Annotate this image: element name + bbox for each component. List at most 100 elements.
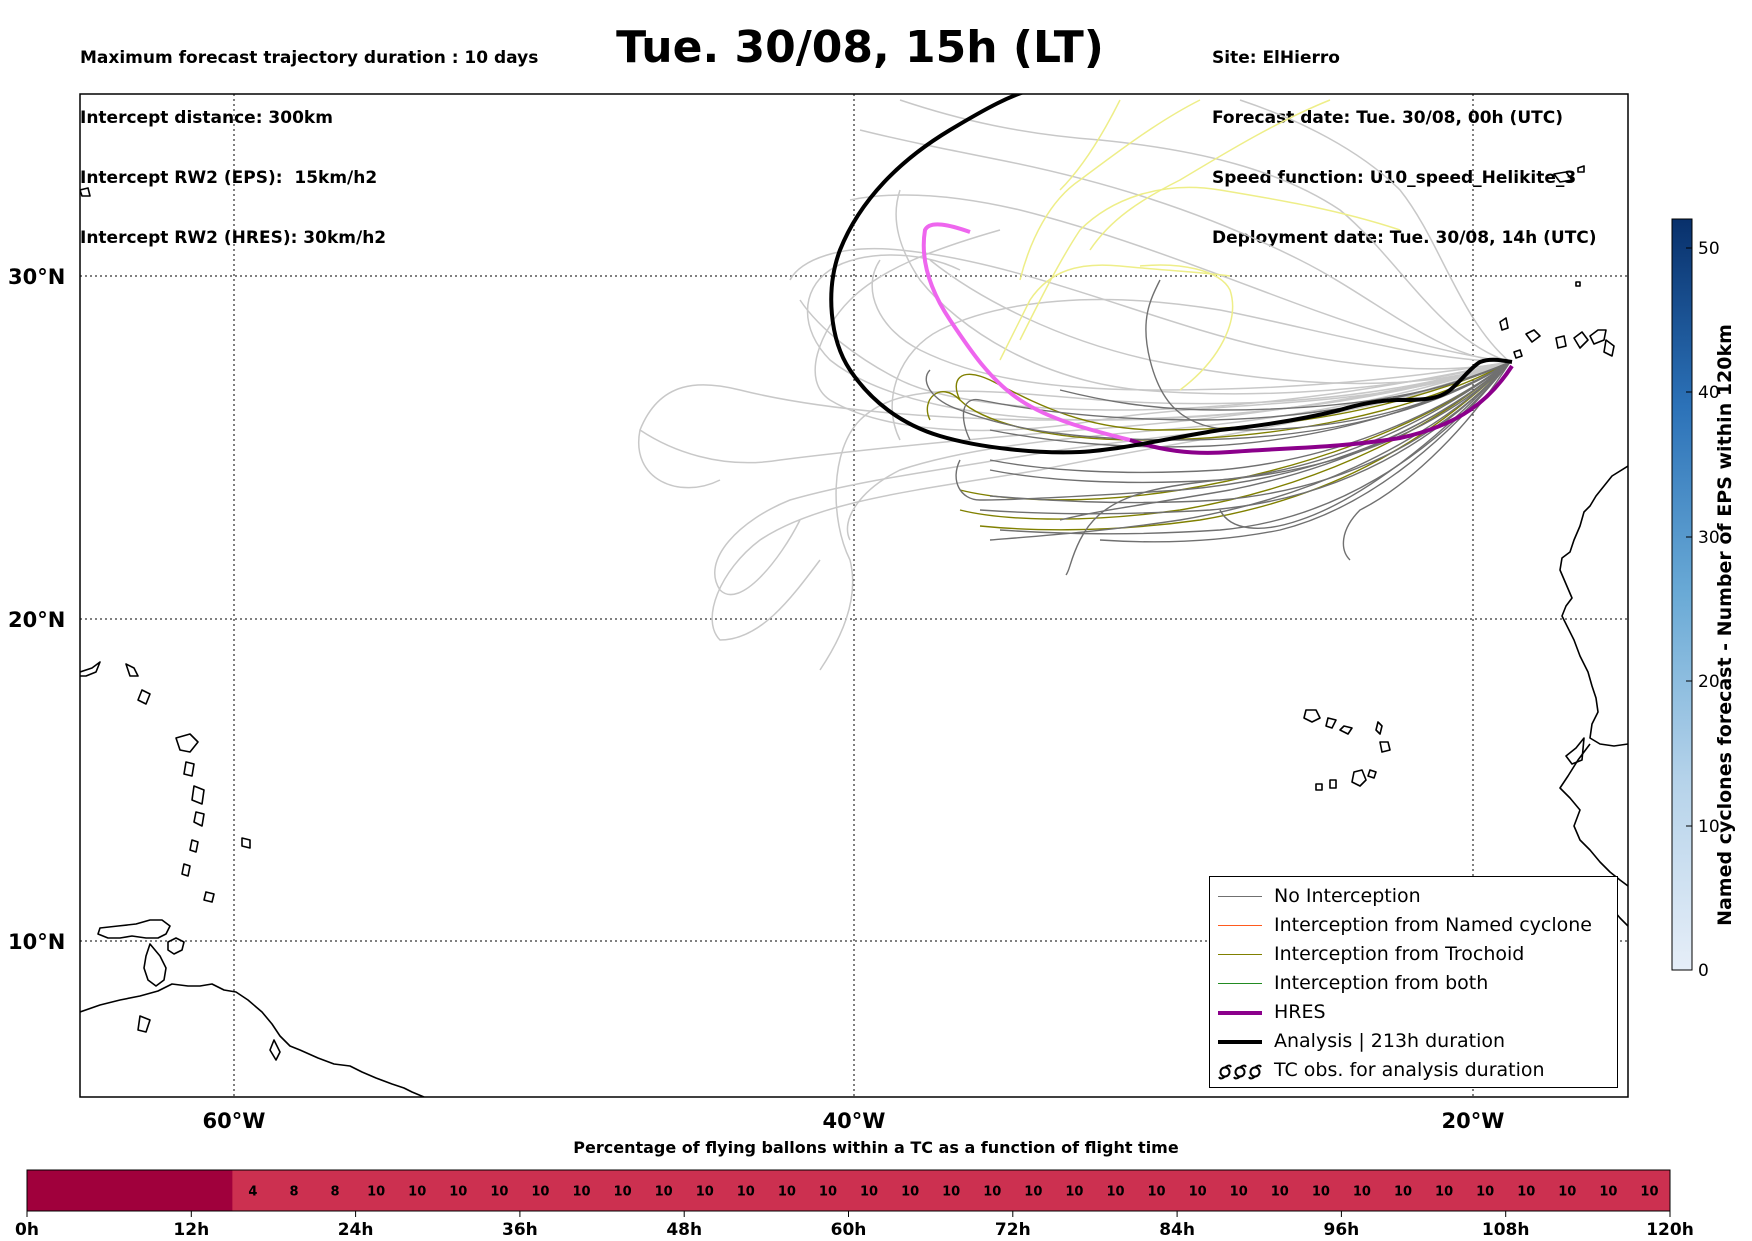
coast-africa [1559, 465, 1628, 747]
bar-cell-value: 10 [1065, 1185, 1083, 1200]
bar-cell [150, 1170, 192, 1211]
bar-cell [273, 1170, 316, 1211]
island-africa-north [1603, 339, 1615, 357]
bar-cell [1300, 1170, 1342, 1211]
legend-label: No Interception [1274, 885, 1421, 907]
trajectory-trochoid [955, 361, 1511, 431]
bar-cell-value: 10 [614, 1185, 632, 1200]
trajectory-no-interception [1065, 361, 1511, 576]
hour-label: 96h [1324, 1220, 1360, 1240]
lat-label-10: 10°N [8, 930, 65, 954]
trajectory-yellow [1019, 186, 1401, 341]
legend-swatch [1218, 1011, 1262, 1015]
bar-cell [68, 1170, 110, 1211]
island-antigua [137, 689, 151, 705]
island-hierro [1513, 349, 1523, 359]
island-sao-nicolau [1339, 725, 1353, 735]
bar-cell [930, 1170, 973, 1211]
bar-cell-value: 10 [901, 1185, 919, 1200]
lon-label-20: 20°W [1442, 1109, 1505, 1133]
bar-cell-value: 10 [696, 1185, 714, 1200]
bar-cell-value: 10 [819, 1185, 837, 1200]
bar-cell-value: 10 [572, 1185, 590, 1200]
trajectory-light [891, 298, 1511, 441]
colorbar-ticks [1686, 247, 1692, 971]
island-st-vincent [189, 839, 199, 853]
bar-cell-value: 10 [983, 1185, 1001, 1200]
lat-label-20: 20°N [8, 608, 65, 632]
eps-trajectories-light [637, 99, 1511, 671]
legend-label: TC obs. for analysis duration [1274, 1059, 1545, 1081]
bar-cell [807, 1170, 849, 1211]
bar-cell [396, 1170, 439, 1211]
trajectory-light [899, 99, 1511, 363]
island-africa-small [80, 187, 91, 197]
bar-cell-value: 10 [367, 1185, 385, 1200]
bar-cell [109, 1170, 151, 1211]
percentage-bar: 4 8 8 10 10 10 10 10 10 10 10 10 10 10 10 10 10 10 10 10 10 1… [15, 1169, 1694, 1240]
eps-trajectories-yellow [999, 99, 1401, 391]
bar-cell [437, 1170, 480, 1211]
hour-label: 36h [502, 1220, 538, 1240]
run-parameters: Maximum forecast trajectory duration : 1… [80, 8, 538, 268]
island-porto-santo [1577, 165, 1585, 173]
site-text: Site: ElHierro [1212, 48, 1340, 68]
legend-item-both: Interception from both [1210, 970, 1617, 998]
island-st-lucia [193, 811, 205, 827]
bar-cell-value: 10 [490, 1185, 508, 1200]
island-lanzarote [1589, 329, 1607, 345]
hres-trajectory-early [921, 222, 1131, 442]
trajectory-yellow [999, 264, 1231, 361]
coast-guyana [137, 1015, 151, 1033]
bar-cell [643, 1170, 685, 1211]
lat-label-30: 30°N [8, 265, 65, 289]
hour-label: 84h [1159, 1220, 1195, 1240]
bar-cell [1053, 1170, 1096, 1211]
island-madeira [1553, 171, 1573, 183]
island-la-palma [1499, 317, 1509, 331]
trajectory-light [819, 361, 1511, 671]
intercept-rw2-hres-text: Intercept RW2 (HRES): 30km/h2 [80, 228, 387, 248]
bar-cell-value: 10 [1230, 1185, 1248, 1200]
island-maio [1367, 769, 1377, 779]
trajectory-trochoid [959, 361, 1511, 520]
bar-cell [1423, 1170, 1466, 1211]
island-fuerteventura [1573, 331, 1589, 349]
coast-suriname [269, 1039, 281, 1061]
bar-cell [1218, 1170, 1260, 1211]
trajectory-light [639, 361, 1511, 464]
legend-item-hres: HRES [1210, 999, 1617, 1027]
bar-cell [314, 1170, 357, 1211]
hour-label: 108h [1482, 1220, 1530, 1240]
hour-label: 0h [15, 1220, 39, 1240]
legend-item-tc-obs: TC obs. for analysis duration [1210, 1057, 1617, 1085]
bar-cell [560, 1170, 603, 1211]
bar-cell [1136, 1170, 1178, 1211]
hour-label: 120h [1646, 1220, 1694, 1240]
legend-swatch [1218, 896, 1262, 897]
trajectory-yellow [1139, 264, 1234, 391]
legend: No Interception Interception from Named … [1209, 876, 1618, 1088]
bar-cell [27, 1170, 69, 1211]
bar-cell [1012, 1170, 1055, 1211]
trajectory-yellow [1059, 99, 1121, 191]
bar-cell [232, 1170, 274, 1211]
bar-cell-value: 10 [449, 1185, 467, 1200]
bar-cell-value: 10 [1271, 1185, 1289, 1200]
trajectory-light [895, 189, 1511, 395]
bar-cell [191, 1170, 233, 1211]
island-martinique [191, 785, 205, 805]
coast-pariah [143, 943, 167, 987]
bar-cell-value: 10 [531, 1185, 549, 1200]
island-virgin [125, 663, 139, 677]
intercept-distance-text: Intercept distance: 300km [80, 108, 333, 128]
bar-cell [1546, 1170, 1589, 1211]
bar-cell-value: 10 [1558, 1185, 1576, 1200]
bar-cell-value: 10 [1640, 1185, 1658, 1200]
bar-cell [1259, 1170, 1301, 1211]
trajectory-light [849, 194, 1511, 363]
max-duration-text: Maximum forecast trajectory duration : 1… [80, 48, 539, 68]
bar-cell-value: 4 [248, 1185, 257, 1200]
legend-swatch [1218, 925, 1262, 926]
